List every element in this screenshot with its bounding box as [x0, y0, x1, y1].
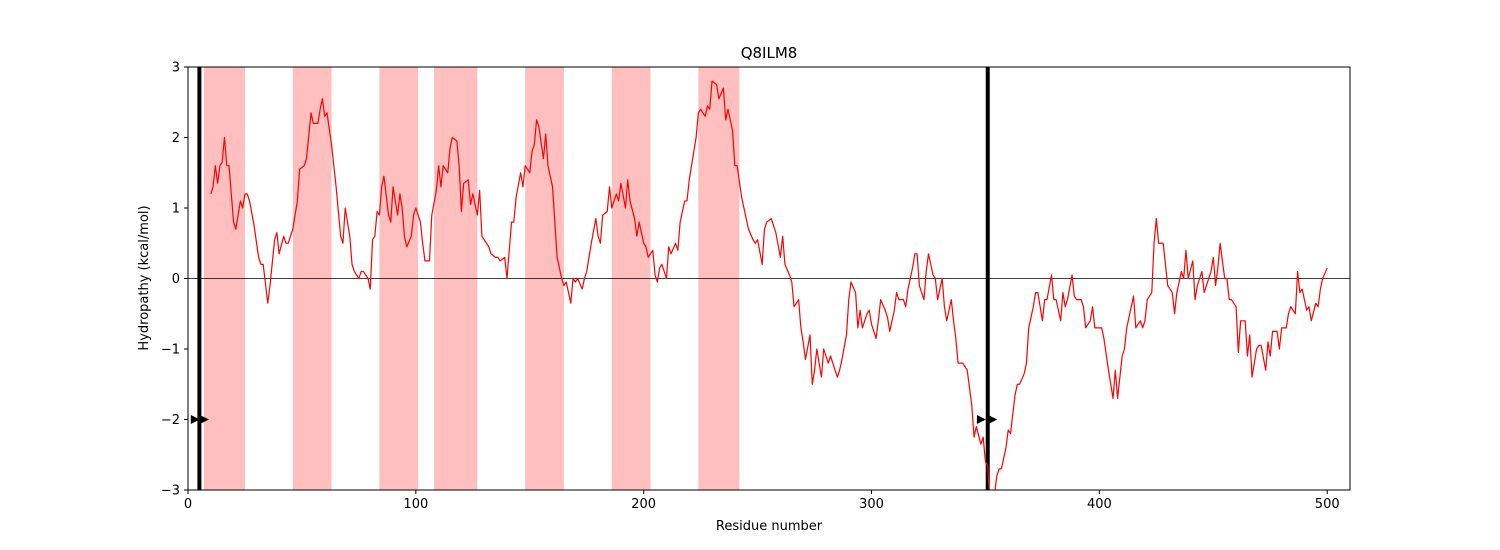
hydropathy-line: [210, 80, 1328, 490]
marker: [190, 415, 200, 424]
marker: [976, 415, 986, 424]
y-tick-label: 2: [172, 131, 180, 146]
y-tick-label: −1: [161, 343, 180, 358]
y-tick-label: 0: [172, 272, 180, 287]
y-tick-label: −2: [161, 413, 180, 428]
x-tick-label: 200: [631, 497, 656, 512]
x-tick-label: 300: [859, 497, 884, 512]
y-tick-label: 3: [172, 61, 180, 76]
x-tick-label: 400: [1087, 497, 1112, 512]
y-tick-label: −3: [161, 484, 180, 499]
y-axis-label: Hydropathy (kcal/mol): [137, 205, 152, 350]
plot-area: [188, 67, 1350, 490]
x-tick-label: 100: [403, 497, 428, 512]
marker: [199, 415, 209, 424]
x-tick-label: 500: [1315, 497, 1340, 512]
y-tick-label: 1: [172, 202, 180, 217]
x-axis-label: Residue number: [716, 519, 823, 534]
marker: [988, 415, 998, 424]
x-tick-label: 0: [184, 497, 192, 512]
chart-title: Q8ILM8: [741, 44, 798, 62]
